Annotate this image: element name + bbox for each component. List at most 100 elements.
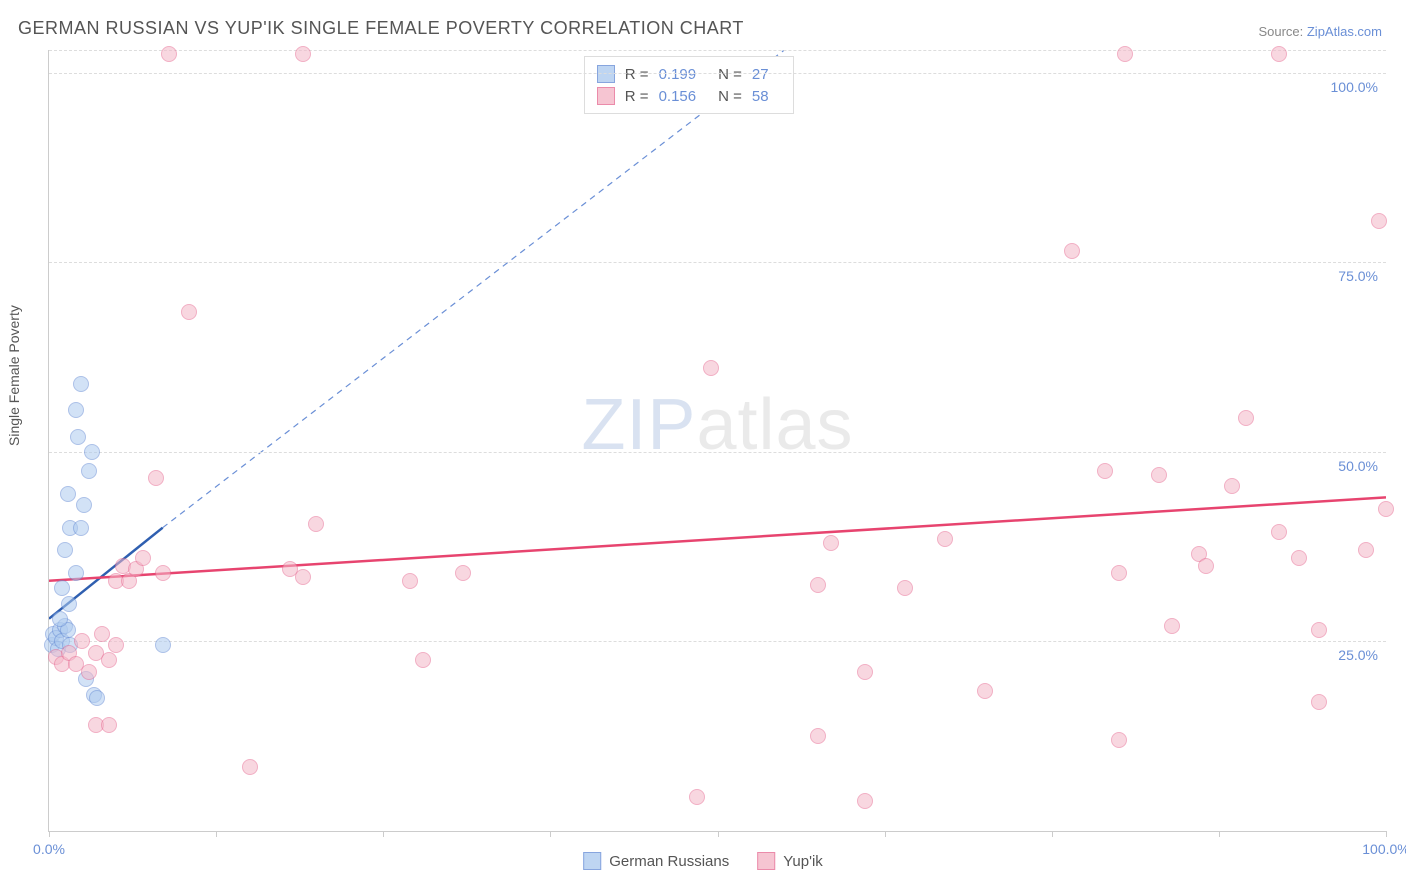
gridline: [49, 73, 1386, 74]
legend-swatch: [583, 852, 601, 870]
data-point: [52, 611, 68, 627]
data-point: [81, 664, 97, 680]
data-point: [1271, 524, 1287, 540]
source-attribution: Source: ZipAtlas.com: [1258, 24, 1382, 39]
x-tick-label: 100.0%: [1362, 841, 1406, 857]
data-point: [857, 664, 873, 680]
data-point: [1111, 565, 1127, 581]
data-point: [54, 580, 70, 596]
data-point: [148, 470, 164, 486]
data-point: [1238, 410, 1254, 426]
data-point: [101, 717, 117, 733]
data-point: [155, 565, 171, 581]
source-prefix: Source:: [1258, 24, 1306, 39]
data-point: [1311, 694, 1327, 710]
trend-lines-layer: [49, 50, 1386, 831]
legend-n-label: N =: [718, 66, 742, 83]
data-point: [937, 531, 953, 547]
y-tick-label: 100.0%: [1331, 79, 1378, 95]
y-tick-label: 50.0%: [1338, 458, 1378, 474]
legend-r-value: 0.199: [659, 66, 697, 83]
legend-series-name: German Russians: [609, 853, 729, 870]
data-point: [61, 596, 77, 612]
data-point: [74, 633, 90, 649]
gridline: [49, 641, 1386, 642]
data-point: [70, 429, 86, 445]
legend-swatch: [597, 65, 615, 83]
source-link[interactable]: ZipAtlas.com: [1307, 24, 1382, 39]
data-point: [135, 550, 151, 566]
x-tick: [49, 831, 50, 837]
legend-swatch: [757, 852, 775, 870]
x-tick: [885, 831, 886, 837]
data-point: [181, 304, 197, 320]
data-point: [1164, 618, 1180, 634]
data-point: [1371, 213, 1387, 229]
legend-row: R =0.199N =27: [597, 63, 781, 85]
watermark: ZIPatlas: [581, 384, 853, 466]
legend-r-value: 0.156: [659, 88, 697, 105]
legend-series-name: Yup'ik: [783, 853, 823, 870]
data-point: [60, 486, 76, 502]
legend-row: R = 0.156 N = 58: [597, 85, 781, 107]
data-point: [295, 46, 311, 62]
series-legend: German Russians Yup'ik: [583, 852, 823, 870]
data-point: [1064, 243, 1080, 259]
data-point: [73, 520, 89, 536]
x-tick: [1386, 831, 1387, 837]
y-axis-label: Single Female Poverty: [6, 305, 22, 446]
data-point: [415, 652, 431, 668]
data-point: [1271, 46, 1287, 62]
data-point: [76, 497, 92, 513]
x-tick: [383, 831, 384, 837]
x-tick: [1052, 831, 1053, 837]
gridline: [49, 262, 1386, 263]
data-point: [242, 759, 258, 775]
legend-item: German Russians: [583, 852, 729, 870]
data-point: [89, 690, 105, 706]
correlation-legend: R = 0.199 N = 27 R = 0.156 N = 58: [584, 56, 794, 114]
watermark-atlas: atlas: [696, 385, 853, 465]
data-point: [402, 573, 418, 589]
y-tick-label: 75.0%: [1338, 268, 1378, 284]
data-point: [295, 569, 311, 585]
data-point: [823, 535, 839, 551]
legend-swatch: [597, 87, 615, 105]
legend-r-label: R =: [625, 88, 649, 105]
x-tick-label: 0.0%: [33, 841, 65, 857]
data-point: [455, 565, 471, 581]
data-point: [68, 402, 84, 418]
data-point: [810, 577, 826, 593]
legend-n-value: 58: [752, 88, 769, 105]
x-tick: [550, 831, 551, 837]
data-point: [1291, 550, 1307, 566]
data-point: [101, 652, 117, 668]
data-point: [81, 463, 97, 479]
data-point: [1097, 463, 1113, 479]
data-point: [1358, 542, 1374, 558]
data-point: [1224, 478, 1240, 494]
legend-n-value: 27: [752, 66, 769, 83]
data-point: [977, 683, 993, 699]
gridline: [49, 50, 1386, 51]
data-point: [308, 516, 324, 532]
data-point: [68, 565, 84, 581]
scatter-chart: ZIPatlas R = 0.199 N = 27 R = 0.156 N = 58 25.0…: [48, 50, 1386, 832]
data-point: [155, 637, 171, 653]
legend-n-label: N =: [718, 88, 742, 105]
data-point: [84, 444, 100, 460]
data-point: [73, 376, 89, 392]
data-point: [1311, 622, 1327, 638]
x-tick: [1219, 831, 1220, 837]
legend-item: Yup'ik: [757, 852, 823, 870]
y-tick-label: 25.0%: [1338, 647, 1378, 663]
data-point: [161, 46, 177, 62]
x-tick: [718, 831, 719, 837]
chart-title: GERMAN RUSSIAN VS YUP'IK SINGLE FEMALE P…: [18, 18, 744, 39]
data-point: [1198, 558, 1214, 574]
data-point: [703, 360, 719, 376]
data-point: [1117, 46, 1133, 62]
data-point: [57, 542, 73, 558]
data-point: [1151, 467, 1167, 483]
x-tick: [216, 831, 217, 837]
